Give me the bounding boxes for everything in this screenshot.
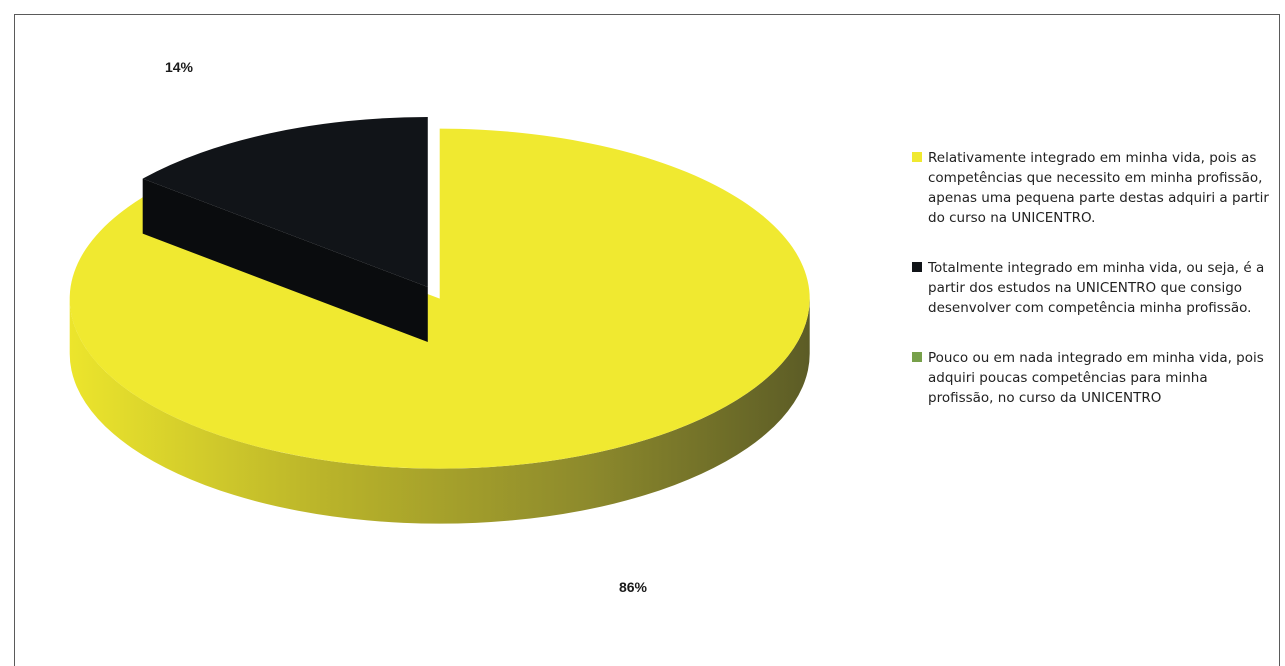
legend-swatch-yellow — [912, 152, 922, 162]
data-label-relativamente: 86% — [619, 579, 648, 595]
slice-relativamente — [69, 128, 810, 469]
data-label-totalmente: 14% — [165, 59, 194, 75]
pie-chart: 14% 86% — [69, 59, 810, 595]
legend-item-relativamente: Relativamente integrado em minha vida, p… — [912, 148, 1272, 228]
legend-label: Relativamente integrado em minha vida, p… — [928, 150, 1269, 226]
slice-relativamente-side — [69, 298, 810, 524]
legend-swatch-black — [912, 262, 922, 272]
legend-label: Totalmente integrado em minha vida, ou s… — [928, 260, 1265, 316]
legend-item-totalmente: Totalmente integrado em minha vida, ou s… — [912, 258, 1272, 318]
legend: Relativamente integrado em minha vida, p… — [912, 148, 1272, 438]
slice-totalmente — [142, 117, 428, 288]
legend-swatch-green — [912, 352, 922, 362]
legend-label: Pouco ou em nada integrado em minha vida… — [928, 350, 1264, 406]
slice-totalmente-cut-face — [142, 178, 428, 343]
legend-item-pouco: Pouco ou em nada integrado em minha vida… — [912, 348, 1272, 408]
